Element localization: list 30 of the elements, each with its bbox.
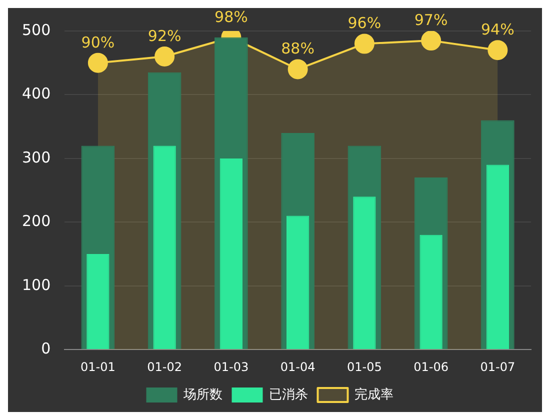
data-label: 97% [414, 10, 448, 29]
y-tick-label: 100 [22, 276, 51, 294]
x-tick-label: 01-06 [414, 360, 448, 374]
bar [286, 216, 310, 350]
x-tick-label: 01-07 [480, 360, 516, 374]
data-label: 88% [281, 40, 314, 58]
data-label: 92% [148, 26, 182, 45]
x-tick-label: 01-05 [347, 360, 382, 374]
bar [486, 164, 510, 350]
legend-label: 完成率 [354, 386, 394, 402]
bar [153, 146, 176, 350]
y-tick-label: 300 [22, 148, 51, 166]
bar [420, 234, 442, 350]
bar [86, 254, 110, 350]
y-tick-label: 400 [22, 84, 51, 103]
data-label: 96% [348, 14, 382, 32]
x-tick-label: 01-01 [80, 360, 116, 374]
y-tick-label: 0 [41, 339, 51, 358]
bar [353, 196, 376, 350]
y-tick-label: 500 [22, 20, 51, 39]
x-tick-label: 01-02 [147, 360, 182, 374]
data-label: 98% [214, 8, 248, 26]
bar [220, 158, 243, 350]
data-label: 94% [481, 20, 514, 39]
data-label: 90% [81, 33, 115, 52]
legend-label: 已消杀 [268, 387, 308, 402]
legend-label: 场所数 [182, 387, 222, 402]
x-tick-label: 01-04 [280, 360, 316, 374]
x-tick-label: 01-03 [214, 360, 249, 374]
y-tick-label: 200 [22, 212, 51, 230]
